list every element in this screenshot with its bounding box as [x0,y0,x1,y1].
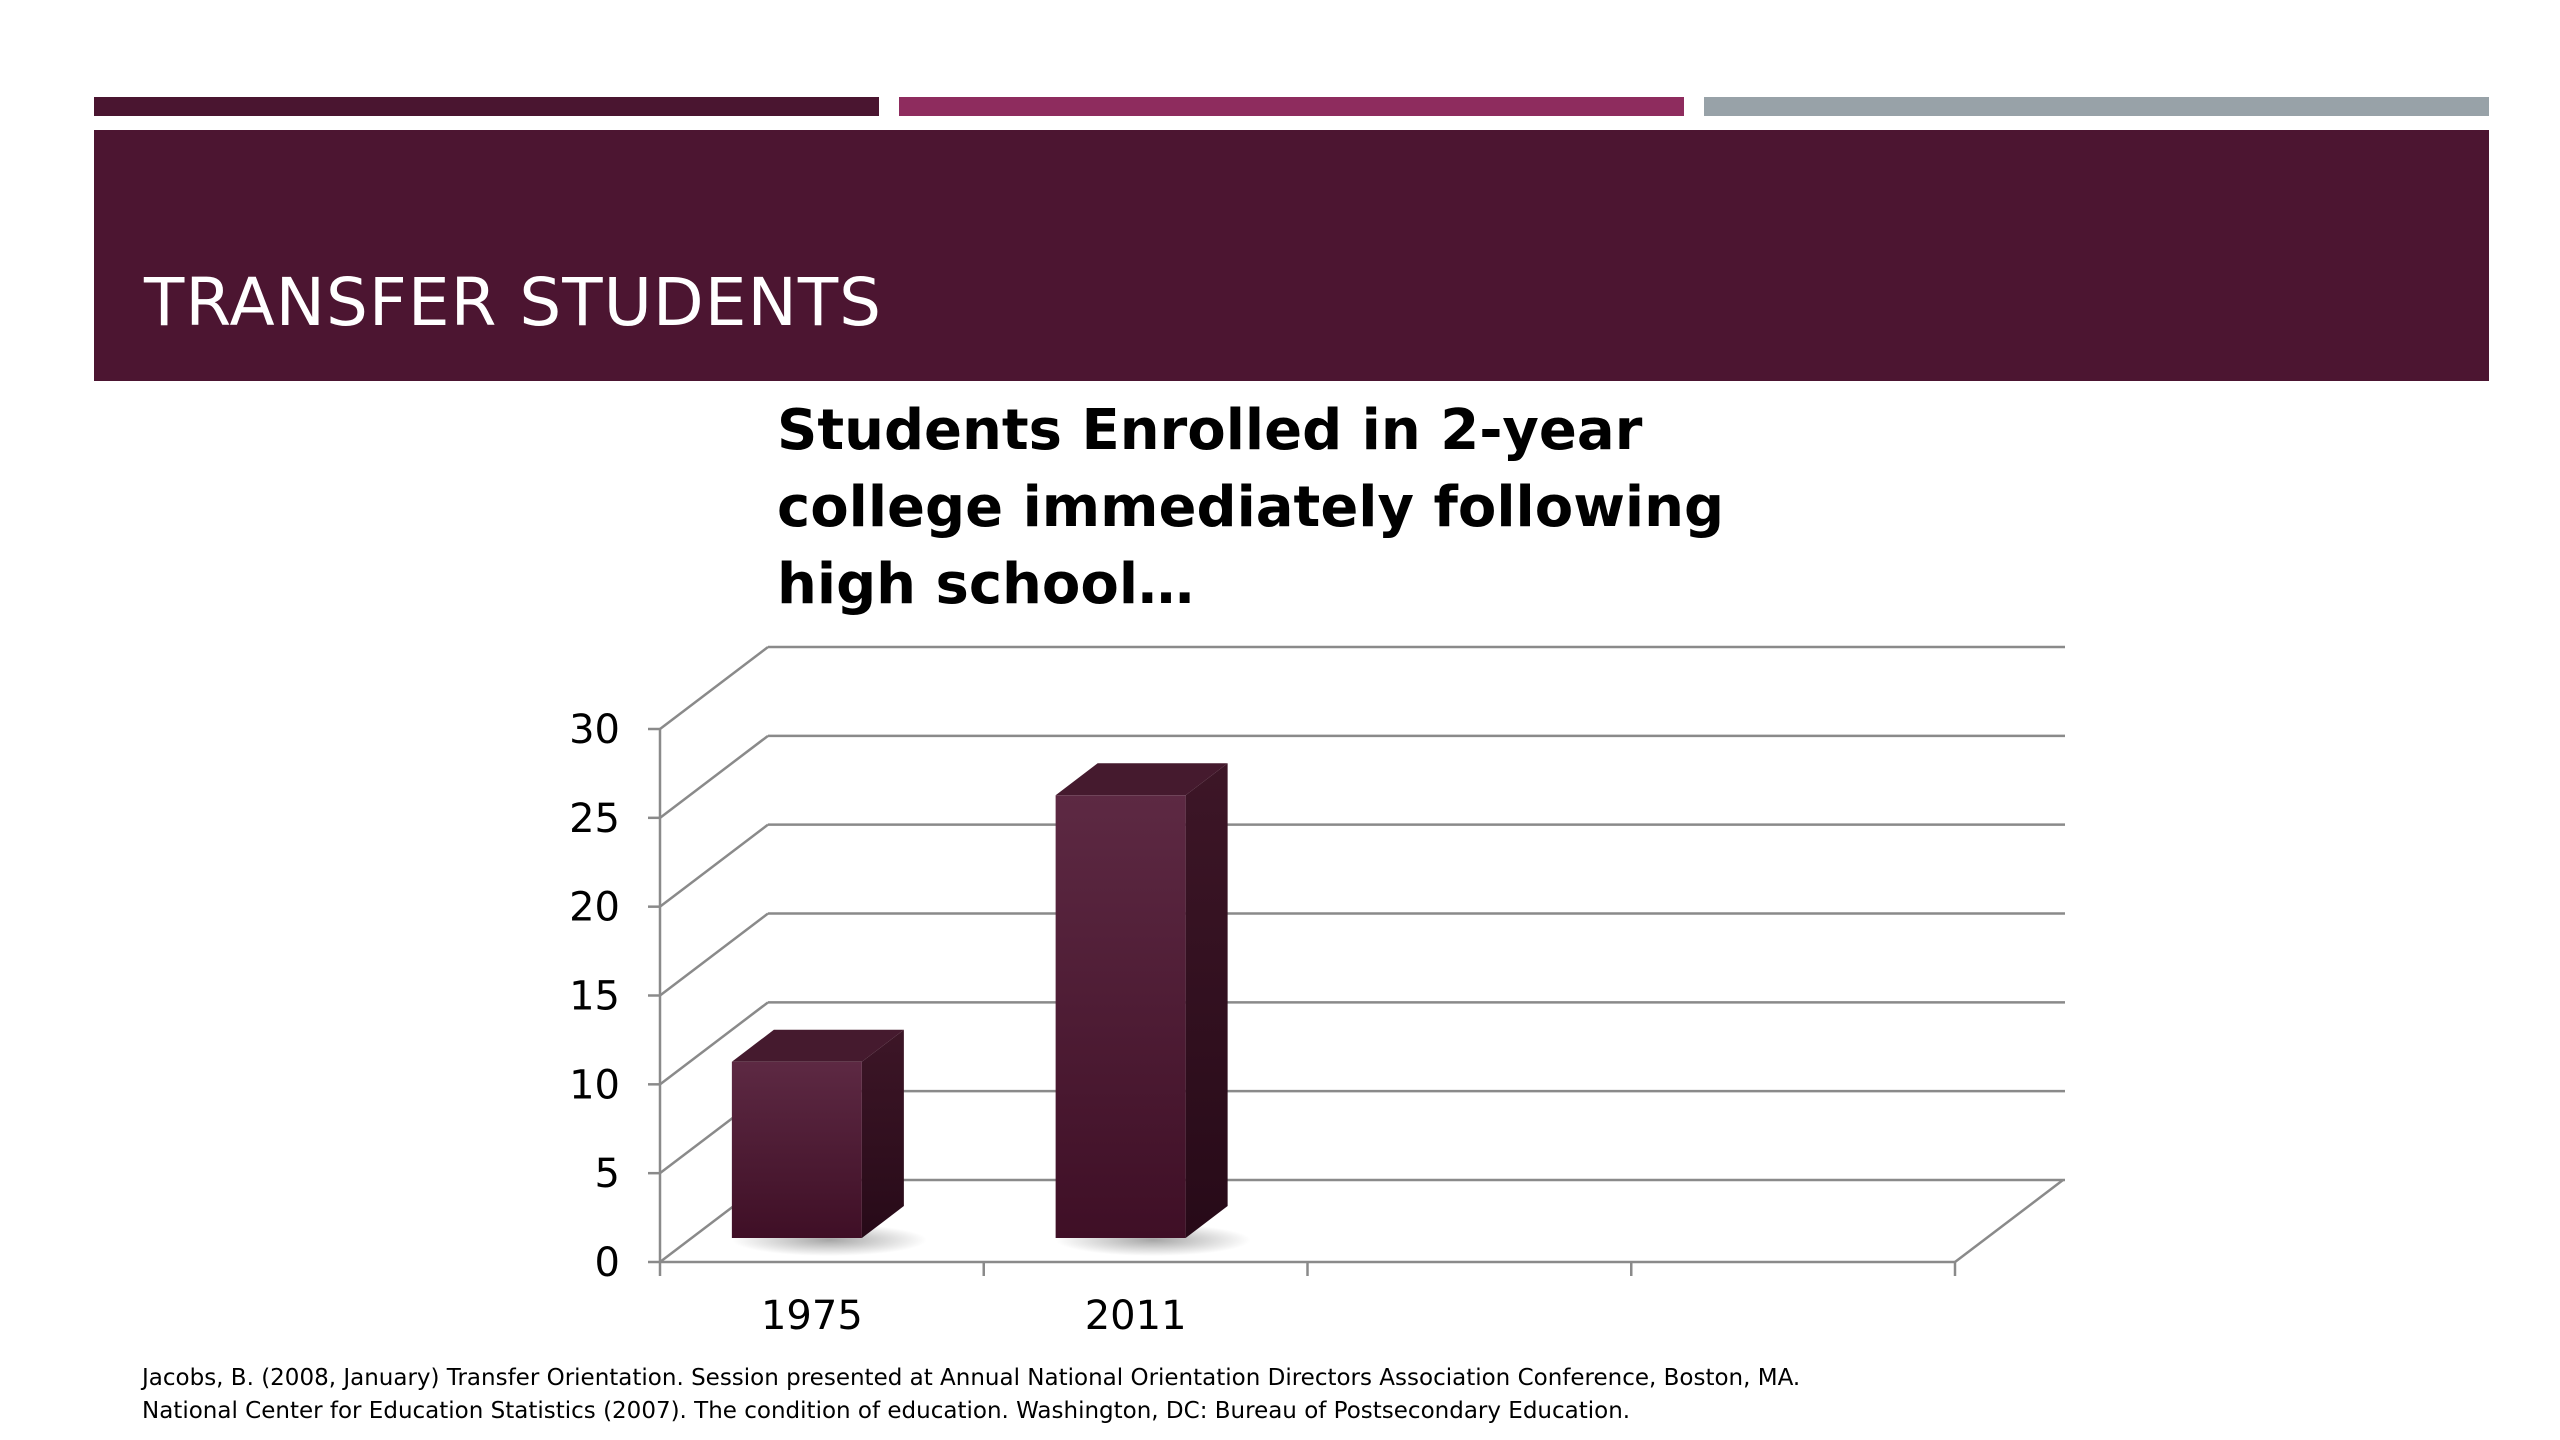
y-tick-label-15: 15 [569,974,620,1020]
footnote-citation-1: Jacobs, B. (2008, January) Transfer Orie… [142,1365,1801,1391]
title-band [94,130,2489,381]
floor-right-edge [1954,1179,2064,1263]
x-tick-label-2011: 2011 [1085,1293,1187,1339]
gridline-wall-4 [659,823,769,908]
accent-strip-gray [1704,97,2489,116]
chart-tick-labels: 0 5 10 15 20 25 30 1975 2011 [569,707,1186,1339]
accent-strip-magenta [899,97,1684,116]
bar-top-2011 [1055,763,1228,796]
chart-title: Students Enrolled in 2-year college imme… [777,398,1725,617]
gridline-wall-3 [659,912,769,997]
x-tick-label-1975: 1975 [761,1293,863,1339]
bar-2011 [1055,795,1186,1238]
bar-side-1975 [861,1029,904,1238]
gridline-wall-2 [659,1001,769,1086]
y-tick-label-5: 5 [595,1151,620,1197]
footnote-citation-2: National Center for Education Statistics… [142,1398,1631,1424]
chart-bars [731,763,1251,1256]
bar-1975 [731,1061,862,1238]
y-tick-label-20: 20 [569,885,620,931]
y-tick-label-30: 30 [569,707,620,753]
gridline-wall-5 [659,734,769,819]
y-tick-label-10: 10 [569,1062,620,1108]
y-tick-label-0: 0 [595,1240,620,1286]
bar-top-1975 [731,1029,904,1062]
y-tick-label-25: 25 [569,796,620,842]
accent-strip-dark [94,97,879,116]
chart-axes [648,727,2064,1276]
gridline-wall-6 [659,646,769,730]
slide-title: TRANSFER STUDENTS [144,264,883,341]
bar-side-2011 [1185,763,1228,1238]
